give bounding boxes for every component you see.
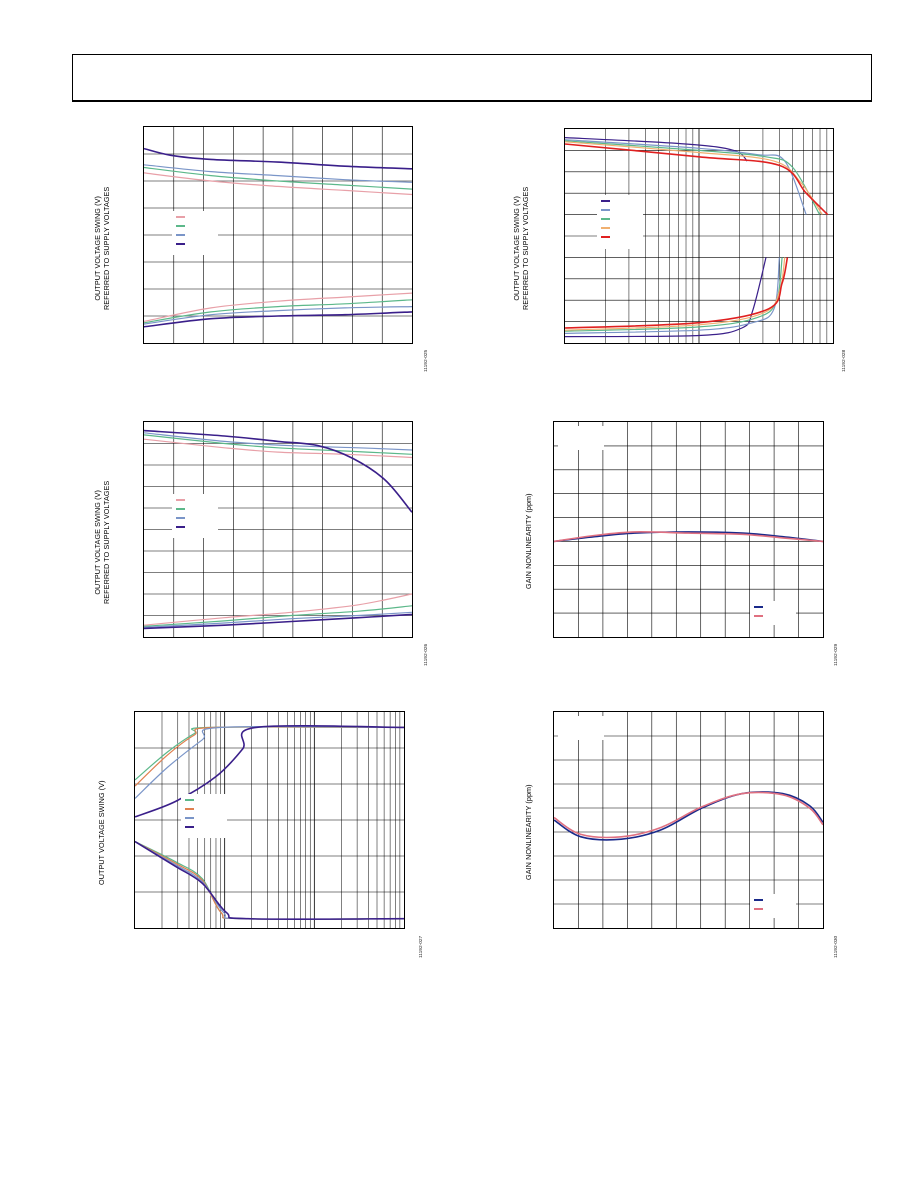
figure-code: 11192-028: [842, 349, 847, 372]
chart-plot-area: [143, 421, 413, 638]
series-line-4-lower: [144, 613, 412, 630]
series-line-2-lower: [135, 841, 404, 920]
chart-svg: [144, 127, 412, 343]
chart-plot-area: [553, 711, 824, 929]
series-line-4-lower: [135, 840, 404, 920]
legend-box: [172, 494, 218, 538]
legend-box: [750, 601, 796, 625]
series-line-4-upper: [144, 147, 412, 170]
figure-code: 11192-026: [424, 643, 429, 666]
series-line-2-upper: [144, 166, 412, 190]
chart-svg: [135, 712, 404, 928]
series-line-3-lower: [565, 257, 783, 332]
series-line-1-upper: [135, 726, 404, 781]
page-header-box: [72, 54, 872, 102]
annotation-box: [558, 426, 604, 450]
series-line-3-upper: [144, 164, 412, 183]
y-axis-label: OUTPUT VOLTAGE SWING (V) REFERRED TO SUP…: [93, 480, 111, 604]
series-line-3-lower: [135, 841, 404, 920]
y-axis-label: OUTPUT VOLTAGE SWING (V): [97, 780, 106, 885]
series-line-1-lower: [135, 841, 404, 920]
series-line-4-upper: [144, 429, 412, 513]
series-line-1: [554, 531, 823, 543]
legend-box: [597, 195, 643, 249]
series-line-4-lower: [144, 311, 412, 328]
chart-plot-area: [553, 421, 824, 638]
series-line-1-upper: [144, 172, 412, 196]
series-line-3-lower: [144, 611, 412, 628]
y-axis-label: OUTPUT VOLTAGE SWING (V) REFERRED TO SUP…: [512, 186, 530, 310]
series-line-2-lower: [144, 605, 412, 627]
series-line-5-upper: [565, 143, 829, 216]
series-line-1-lower: [565, 257, 767, 338]
chart-svg: [554, 712, 823, 928]
series-line-3-upper: [135, 725, 404, 799]
series-line-1-upper: [144, 438, 412, 459]
chart-plot-area: [143, 126, 413, 344]
series-line-2: [554, 531, 823, 543]
legend-box: [181, 794, 227, 838]
legend-box: [172, 211, 218, 255]
figure-code: 11192-029: [834, 643, 839, 666]
chart-svg: [554, 422, 823, 637]
series-line-1-lower: [144, 593, 412, 626]
chart-svg: [565, 129, 833, 343]
series-line-1-lower: [144, 292, 412, 322]
series-line-2-lower: [565, 257, 780, 334]
y-axis-label: GAIN NONLINEARITY (ppm): [524, 493, 533, 589]
chart-plot-area: [134, 711, 405, 929]
figure-code: 11192-030: [834, 935, 839, 958]
series-line-4-upper: [565, 141, 823, 215]
series-line-2: [554, 791, 823, 839]
series-line-3-upper: [565, 140, 821, 215]
figure-code: 11192-027: [419, 935, 424, 958]
legend-box: [750, 894, 796, 918]
series-line-2-upper: [135, 726, 404, 787]
y-axis-label: GAIN NONLINEARITY (ppm): [524, 784, 533, 880]
annotation-box: [558, 716, 604, 740]
figure-code: 11192-025: [424, 349, 429, 372]
series-line-1: [554, 791, 823, 841]
series-line-2-lower: [144, 299, 412, 324]
chart-svg: [144, 422, 412, 637]
series-line-1-upper: [565, 137, 748, 162]
series-line-2-upper: [144, 434, 412, 455]
y-axis-label: OUTPUT VOLTAGE SWING (V) REFERRED TO SUP…: [93, 186, 111, 310]
series-line-4-upper: [135, 725, 404, 818]
chart-plot-area: [564, 128, 834, 344]
series-line-3-upper: [144, 432, 412, 451]
series-line-5-lower: [565, 257, 789, 329]
series-line-3-lower: [144, 306, 412, 325]
